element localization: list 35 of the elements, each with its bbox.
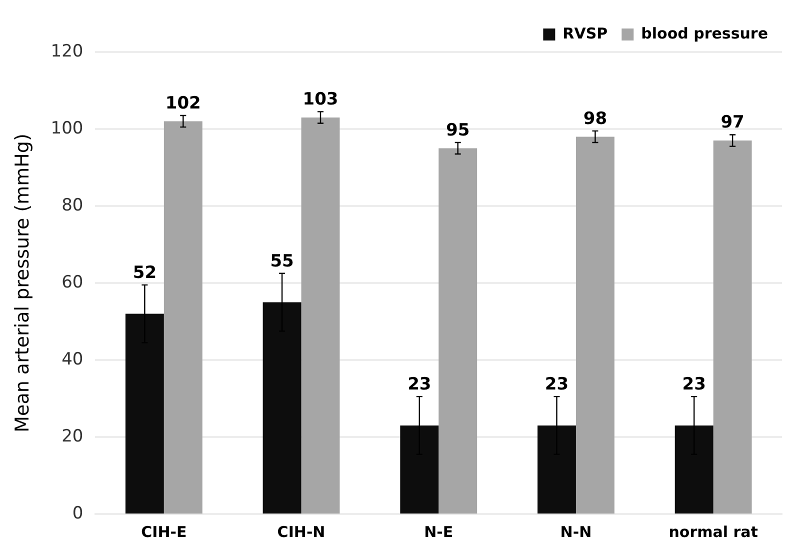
- y-tick-label: 120: [50, 41, 84, 62]
- bar: [538, 425, 576, 514]
- y-tick-label: 20: [62, 426, 84, 446]
- data-label: 95: [446, 120, 470, 140]
- x-tick-label: N-E: [424, 522, 454, 541]
- bar: [438, 148, 478, 514]
- data-label: 98: [583, 108, 608, 129]
- x-tick-label: CIH-N: [277, 522, 326, 541]
- bar: [164, 121, 202, 514]
- data-label: 102: [165, 93, 201, 114]
- y-tick-label: 80: [62, 195, 84, 216]
- y-tick-label: 40: [62, 349, 84, 370]
- x-tick-label: normal rat: [668, 522, 758, 541]
- data-label: 23: [544, 374, 569, 394]
- x-tick-label: CIH-E: [141, 522, 187, 541]
- data-label: 55: [270, 251, 294, 272]
- y-tick-label: 60: [62, 272, 84, 292]
- data-label: 23: [408, 374, 432, 394]
- bar: [125, 314, 164, 514]
- bar: [674, 425, 714, 514]
- data-label: 97: [720, 112, 744, 133]
- y-axis-title: Mean arterial pressure (mmHg): [11, 134, 34, 432]
- bar: [262, 302, 302, 514]
- legend-label: blood pressure: [641, 24, 768, 42]
- legend-label: RVSP: [562, 24, 608, 42]
- data-label: 103: [302, 90, 338, 110]
- y-tick-label: 0: [72, 503, 84, 524]
- bar: [576, 136, 614, 514]
- data-label: 52: [132, 262, 157, 283]
- bar: [301, 117, 340, 514]
- data-label: 23: [682, 374, 706, 394]
- y-tick-label: 100: [50, 118, 84, 138]
- x-tick-label: N-N: [560, 522, 592, 541]
- bar: [713, 140, 752, 514]
- bar: [400, 425, 439, 514]
